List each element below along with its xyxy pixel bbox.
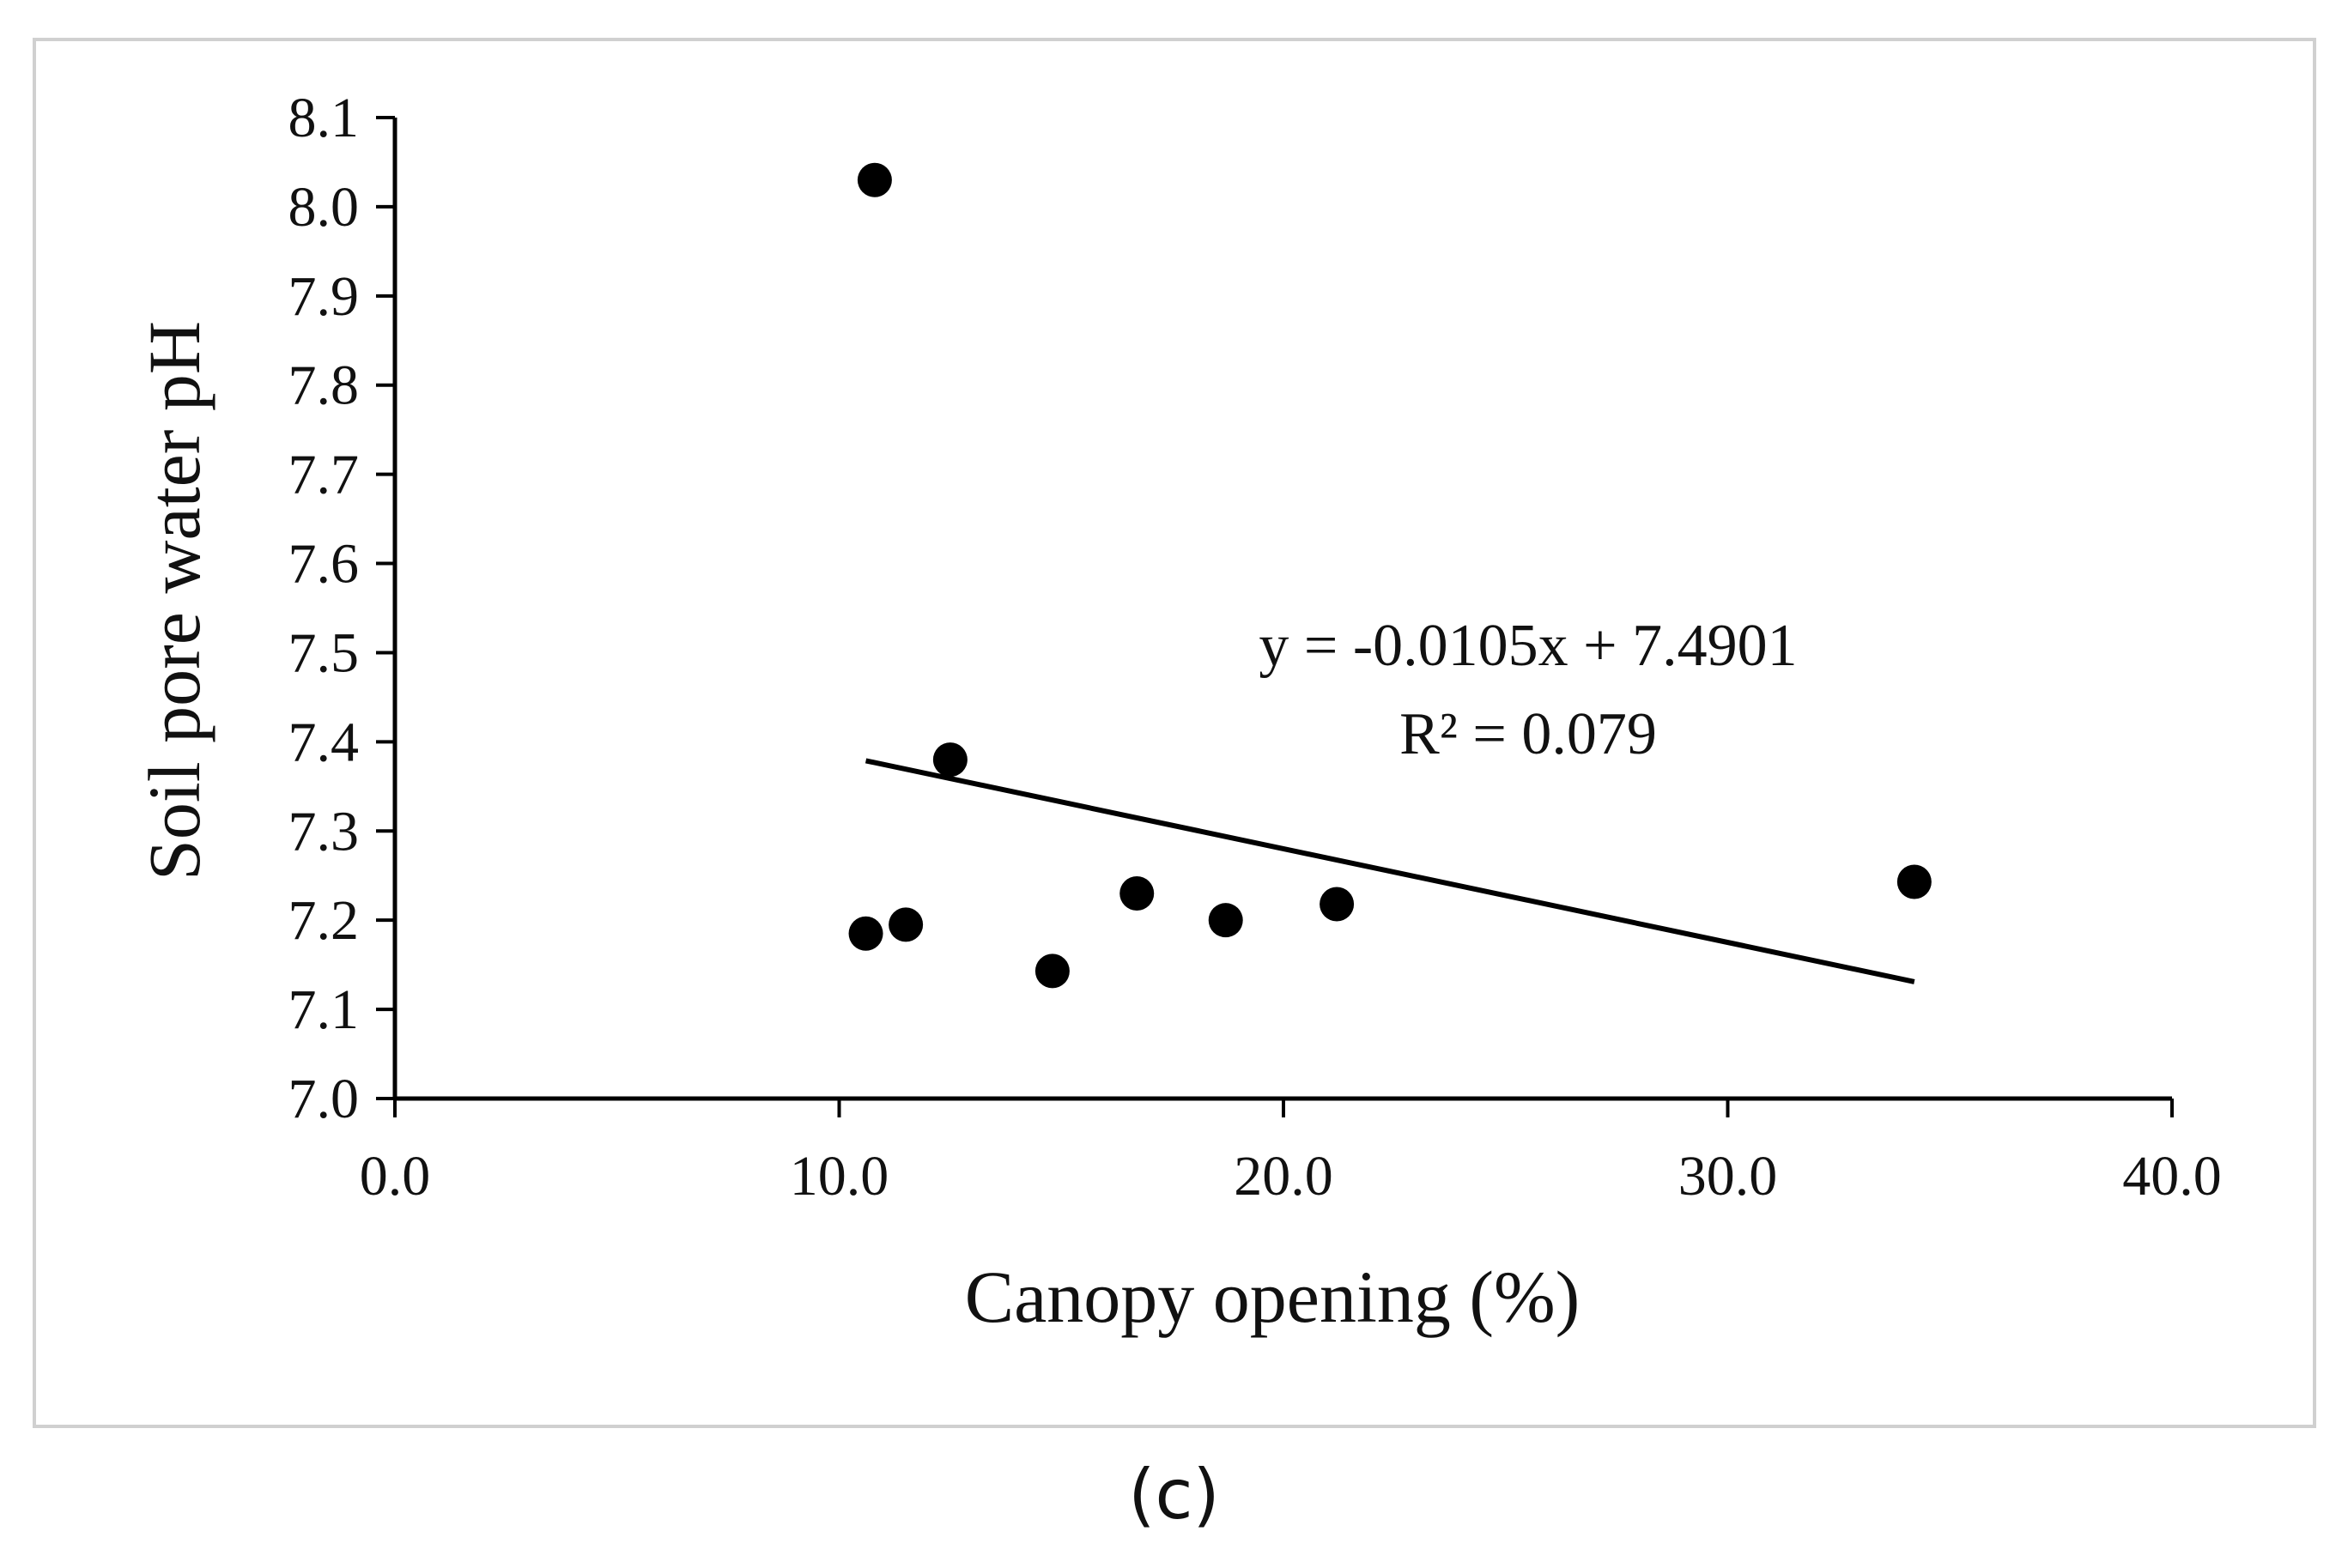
- x-tick-label: 20.0: [1234, 1145, 1333, 1208]
- data-point: [1119, 876, 1155, 911]
- data-point: [932, 742, 968, 778]
- y-tick-label: 7.6: [288, 533, 360, 596]
- y-tick-label: 7.8: [288, 354, 360, 417]
- r-squared-annotation: R² = 0.079: [1399, 701, 1657, 767]
- x-tick-label: 10.0: [790, 1145, 889, 1208]
- data-point: [1896, 864, 1932, 899]
- data-point: [1034, 954, 1070, 989]
- x-tick-label: 40.0: [2122, 1145, 2222, 1208]
- y-tick-label: 8.0: [288, 176, 360, 239]
- y-tick-label: 7.1: [288, 978, 360, 1041]
- y-tick-label: 7.3: [288, 800, 360, 863]
- x-tick-label: 0.0: [360, 1145, 431, 1208]
- ticks: 7.0 7.1 7.2 7.3 7.4 7.5 7.6 7.7 7.8 7.9 8.0 8.1 0.0 1…: [288, 87, 2222, 1208]
- x-axis-title: Canopy opening (%): [965, 1256, 1581, 1338]
- data-point: [889, 907, 924, 942]
- data-point: [848, 916, 883, 951]
- equation-annotation: y = -0.0105x + 7.4901: [1259, 613, 1797, 679]
- y-tick-label: 7.4: [288, 711, 360, 773]
- axes: [392, 118, 2172, 1101]
- y-tick-label: 7.2: [288, 889, 360, 952]
- y-tick-label: 7.5: [288, 621, 360, 684]
- y-tick-label: 7.9: [288, 265, 360, 328]
- data-point: [1208, 903, 1243, 938]
- chart-frame: [33, 38, 2316, 1428]
- panel-label: (c): [1128, 1455, 1220, 1535]
- data-points: [848, 162, 1932, 989]
- y-axis-title: Soil pore water pH: [133, 321, 215, 881]
- trendline-group: [865, 758, 1915, 984]
- data-point: [857, 162, 892, 197]
- data-point: [1320, 887, 1355, 922]
- trendline: [865, 758, 1915, 984]
- x-tick-label: 30.0: [1678, 1145, 1778, 1208]
- y-tick-label: 7.7: [288, 444, 360, 506]
- y-tick-label: 8.1: [288, 87, 360, 149]
- y-tick-label: 7.0: [288, 1068, 360, 1130]
